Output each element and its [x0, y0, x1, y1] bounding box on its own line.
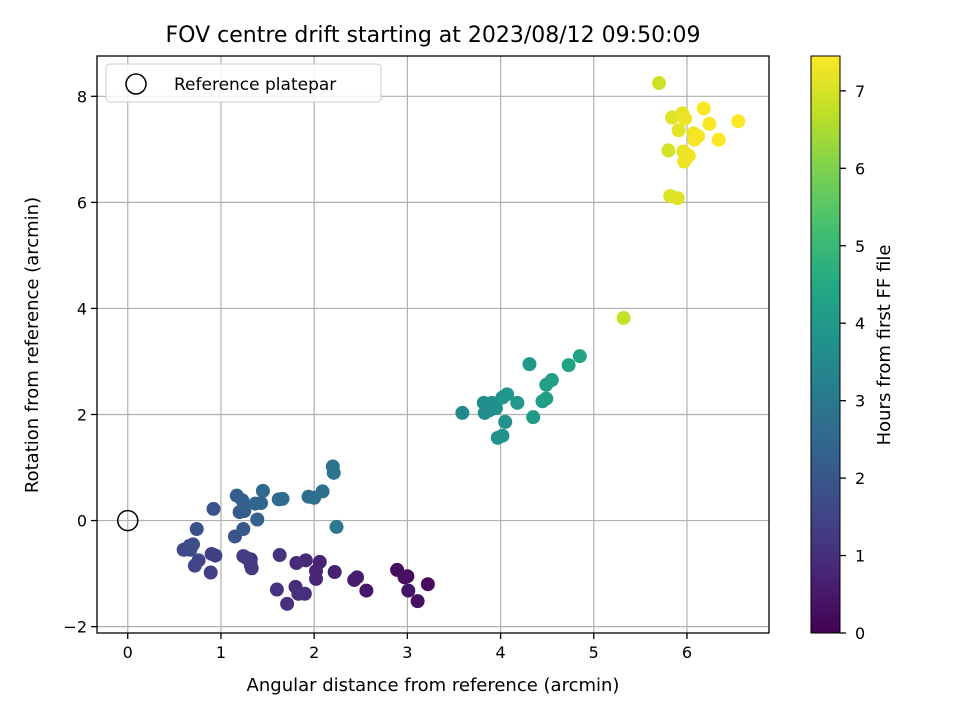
y-tick-label: 6	[77, 193, 87, 212]
data-point	[681, 148, 696, 163]
data-point	[327, 565, 342, 580]
data-point	[691, 129, 706, 144]
colorbar-tick-label: 3	[855, 392, 865, 411]
data-point	[671, 123, 686, 138]
x-axis-ticks: 0 1 2 3 4 5 6	[123, 633, 692, 662]
colorbar-tick-label: 6	[855, 159, 865, 178]
x-tick-label: 2	[309, 643, 319, 662]
data-point	[661, 143, 676, 158]
data-point	[182, 539, 197, 554]
x-tick-label: 6	[682, 643, 692, 662]
colorbar-label: Hours from first FF file	[874, 245, 895, 446]
data-point	[191, 553, 206, 568]
y-tick-label: 2	[77, 406, 87, 425]
data-point	[359, 583, 374, 598]
data-point	[572, 349, 587, 364]
data-point	[526, 410, 541, 425]
data-point	[711, 132, 726, 147]
data-point	[272, 548, 287, 563]
data-point	[329, 519, 344, 534]
x-tick-label: 5	[589, 643, 599, 662]
plot-frame	[96, 55, 770, 634]
data-point	[289, 555, 304, 570]
data-point	[731, 114, 746, 129]
data-point	[204, 546, 219, 561]
data-point	[561, 358, 576, 373]
data-point	[297, 586, 312, 601]
data-point	[510, 395, 525, 410]
data-point	[495, 428, 510, 443]
data-point	[652, 76, 667, 91]
data-point	[420, 577, 435, 592]
reference-point	[117, 509, 139, 532]
data-point	[239, 550, 254, 565]
y-tick-label: 8	[77, 87, 87, 106]
x-tick-label: 1	[216, 643, 226, 662]
colorbar-tick-label: 2	[855, 469, 865, 488]
legend-entry-reference: Reference platepar	[174, 75, 336, 95]
y-axis-ticks: −2 0 2 4 6 8	[63, 87, 97, 637]
data-point	[203, 565, 218, 580]
data-point	[702, 116, 717, 131]
data-point	[250, 512, 265, 527]
data-point	[544, 373, 559, 388]
data-point	[539, 391, 554, 406]
data-point	[326, 465, 341, 480]
data-point	[670, 191, 685, 206]
data-point	[206, 501, 221, 516]
legend: Reference platepar	[105, 63, 382, 103]
data-point	[678, 111, 693, 126]
colorbar: 0 1 2 3 4 5 6 7 Hours from first FF file	[810, 55, 895, 643]
x-tick-label: 3	[402, 643, 412, 662]
data-point	[275, 491, 290, 506]
colorbar-tick-label: 4	[855, 314, 865, 333]
data-point	[254, 496, 269, 511]
colorbar-tick-label: 7	[855, 82, 865, 101]
colorbar-gradient	[810, 55, 841, 634]
data-point	[500, 387, 515, 402]
legend-box	[105, 63, 382, 103]
data-point	[350, 570, 365, 585]
y-axis-label: Rotation from reference (arcmin)	[22, 197, 43, 493]
y-tick-label: −2	[63, 618, 87, 637]
data-point	[269, 582, 284, 597]
data-point	[255, 483, 270, 498]
x-tick-label: 4	[495, 643, 505, 662]
data-points	[117, 76, 746, 611]
data-point	[455, 405, 470, 420]
data-point	[309, 571, 324, 586]
data-point	[315, 484, 330, 499]
legend-marker	[125, 73, 147, 95]
data-point	[616, 310, 631, 325]
data-point	[488, 401, 503, 416]
grid	[97, 56, 769, 633]
data-point	[696, 101, 711, 116]
x-axis-label: Angular distance from reference (arcmin)	[247, 675, 620, 696]
y-tick-label: 0	[77, 512, 87, 531]
data-point	[189, 522, 204, 537]
data-point	[401, 583, 416, 598]
colorbar-tick-label: 0	[855, 624, 865, 643]
data-point	[498, 414, 513, 429]
x-tick-label: 0	[123, 643, 133, 662]
data-point	[280, 596, 295, 611]
data-point	[236, 522, 251, 537]
colorbar-tick-label: 1	[855, 547, 865, 566]
colorbar-tick-label: 5	[855, 237, 865, 256]
data-point	[410, 594, 425, 609]
data-point	[397, 570, 412, 585]
data-point	[522, 357, 537, 372]
chart-title: FOV centre drift starting at 2023/08/12 …	[166, 23, 701, 48]
data-point	[237, 497, 252, 512]
colorbar-ticks: 0 1 2 3 4 5 6 7	[840, 82, 865, 643]
y-tick-label: 4	[77, 299, 87, 318]
